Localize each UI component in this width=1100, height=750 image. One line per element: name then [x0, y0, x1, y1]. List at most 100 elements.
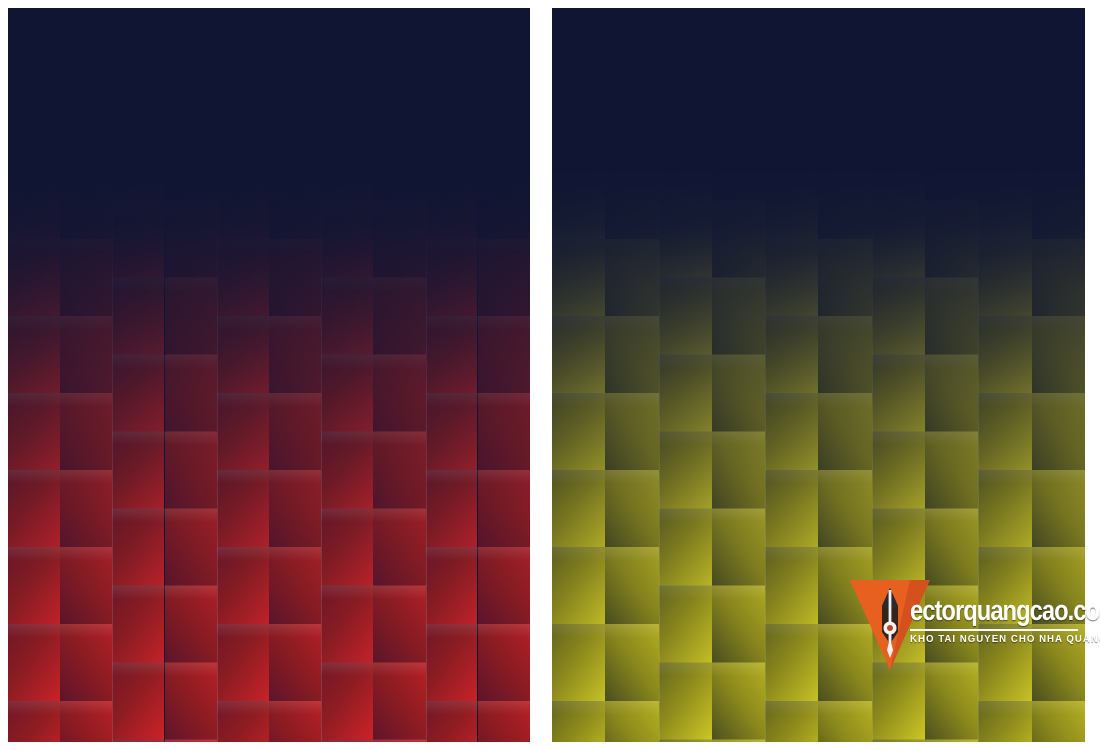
chevron-block [658, 739, 766, 742]
chevron-half [425, 162, 478, 239]
chevron-stack [216, 8, 322, 742]
chevron-facet [321, 354, 374, 432]
chevron-half [321, 123, 374, 201]
chevron-half [711, 123, 766, 201]
chevron-half [765, 162, 819, 239]
chevron-half [112, 585, 165, 663]
chevron-half [112, 431, 165, 509]
chevron-half [60, 316, 113, 393]
chevron-half [765, 393, 819, 470]
chevron-facet [269, 701, 322, 742]
brand-divider-rule [910, 629, 1079, 631]
chevron-facet [112, 8, 165, 47]
chevron-block [425, 85, 530, 162]
chevron-half [765, 85, 819, 162]
chevron-half [978, 85, 1032, 162]
chevron-facet [112, 431, 165, 509]
chevron-block [425, 547, 530, 624]
chevron-facet [765, 624, 819, 701]
chevron-facet [818, 8, 872, 85]
chevron-half [552, 393, 606, 470]
chevron-block [112, 46, 217, 124]
chevron-facet [477, 162, 530, 239]
chevron-facet [112, 123, 165, 201]
chevron-facet [269, 470, 322, 547]
chevron-facet [8, 316, 61, 393]
chevron-facet [373, 354, 426, 432]
chevron-half [871, 277, 926, 355]
chevron-half [216, 470, 269, 547]
column-seam [658, 8, 660, 742]
chevron-block [321, 277, 426, 355]
chevron-facet [425, 624, 478, 701]
chevron-facet [978, 316, 1032, 393]
chevron-half [164, 46, 217, 124]
chevron-facet [216, 624, 269, 701]
chevron-block [765, 239, 872, 316]
chevron-block [765, 393, 872, 470]
chevron-facet [711, 8, 766, 47]
chevron-facet [216, 239, 269, 316]
chevron-block [978, 393, 1085, 470]
chevron-facet [658, 354, 712, 432]
chevron-block [871, 123, 979, 201]
chevron-block [8, 316, 113, 393]
chevron-facet [425, 316, 478, 393]
chevron-half [711, 431, 766, 509]
chevron-facet [871, 8, 926, 47]
chevron-block [658, 8, 766, 47]
column-seam [216, 8, 218, 742]
chevron-half [321, 662, 374, 740]
chevron-half [818, 85, 872, 162]
chevron-half [477, 547, 530, 624]
chevron-facet [978, 85, 1032, 162]
chevron-half [216, 162, 269, 239]
chevron-block [658, 123, 766, 201]
chevron-half [605, 8, 659, 85]
chevron-half [871, 123, 926, 201]
chevron-facet [552, 239, 606, 316]
chevron-half [552, 547, 606, 624]
column-seam [112, 8, 114, 742]
chevron-facet [477, 547, 530, 624]
chevron-half [978, 393, 1032, 470]
chevron-half [658, 662, 712, 740]
chevron-half [425, 470, 478, 547]
chevron-half [60, 624, 113, 701]
chevron-facet [605, 85, 659, 162]
chevron-facet [552, 393, 606, 470]
chevron-facet [477, 701, 530, 742]
chevron-half [373, 431, 426, 509]
chevron-block [425, 162, 530, 239]
chevron-facet [216, 85, 269, 162]
chevron-facet [425, 239, 478, 316]
column-seam [425, 8, 427, 742]
chevron-half [164, 662, 217, 740]
chevron-block [425, 470, 530, 547]
chevron-half [164, 354, 217, 432]
chevron-half [321, 354, 374, 432]
chevron-column [321, 8, 426, 742]
chevron-block [8, 162, 113, 239]
chevron-facet [269, 85, 322, 162]
chevron-facet [60, 547, 113, 624]
chevron-half [164, 8, 217, 47]
chevron-half [269, 239, 322, 316]
chevron-half [658, 46, 712, 124]
chevron-half [373, 8, 426, 47]
chevron-facet [1031, 239, 1085, 316]
chevron-half [765, 470, 819, 547]
chevron-facet [477, 470, 530, 547]
chevron-half [321, 585, 374, 663]
chevron-facet [425, 547, 478, 624]
chevron-block [425, 8, 530, 85]
chevron-half [658, 431, 712, 509]
chevron-facet [552, 701, 606, 742]
chevron-half [711, 354, 766, 432]
chevron-facet [8, 470, 61, 547]
chevron-half [605, 316, 659, 393]
chevron-facet [425, 8, 478, 85]
chevron-facet [8, 162, 61, 239]
chevron-half [925, 431, 979, 509]
chevron-block [658, 277, 766, 355]
